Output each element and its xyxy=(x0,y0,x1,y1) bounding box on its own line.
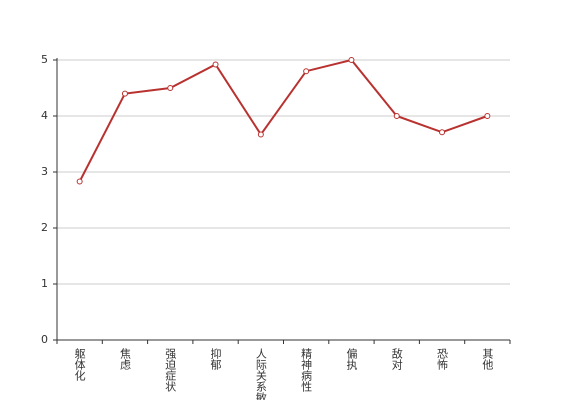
marker xyxy=(121,90,128,97)
y-tick-label: 1 xyxy=(41,277,48,290)
x-tick-label: 精神病性 xyxy=(300,348,313,393)
x-tick-label: 敌对 xyxy=(390,347,403,370)
x-tick-label: 人际关系敏感 xyxy=(254,348,267,400)
marker xyxy=(439,129,446,136)
x-tick-label: 强迫症状 xyxy=(164,348,177,392)
x-tick-label: 偏执 xyxy=(345,347,358,371)
x-tick-label: 焦虑 xyxy=(118,348,131,370)
marker xyxy=(348,57,355,63)
marker xyxy=(257,131,264,138)
marker xyxy=(212,61,219,68)
x-tick-label: 躯体化 xyxy=(73,348,86,382)
marker xyxy=(76,178,83,185)
y-tick-label: 4 xyxy=(41,109,48,122)
line xyxy=(78,58,488,182)
marker xyxy=(484,113,491,119)
marker xyxy=(393,113,400,119)
y-tick-label: 5 xyxy=(41,53,48,66)
marker xyxy=(303,68,310,75)
y-tick-label: 0 xyxy=(41,333,48,346)
x-tick-label: 抑郁 xyxy=(209,347,222,370)
y-tick-label: 2 xyxy=(41,221,48,234)
marker xyxy=(167,85,174,91)
x-tick-label: 恐怖 xyxy=(436,348,449,370)
y-tick-label: 3 xyxy=(41,165,48,178)
x-tick-label: 其他 xyxy=(481,348,494,370)
